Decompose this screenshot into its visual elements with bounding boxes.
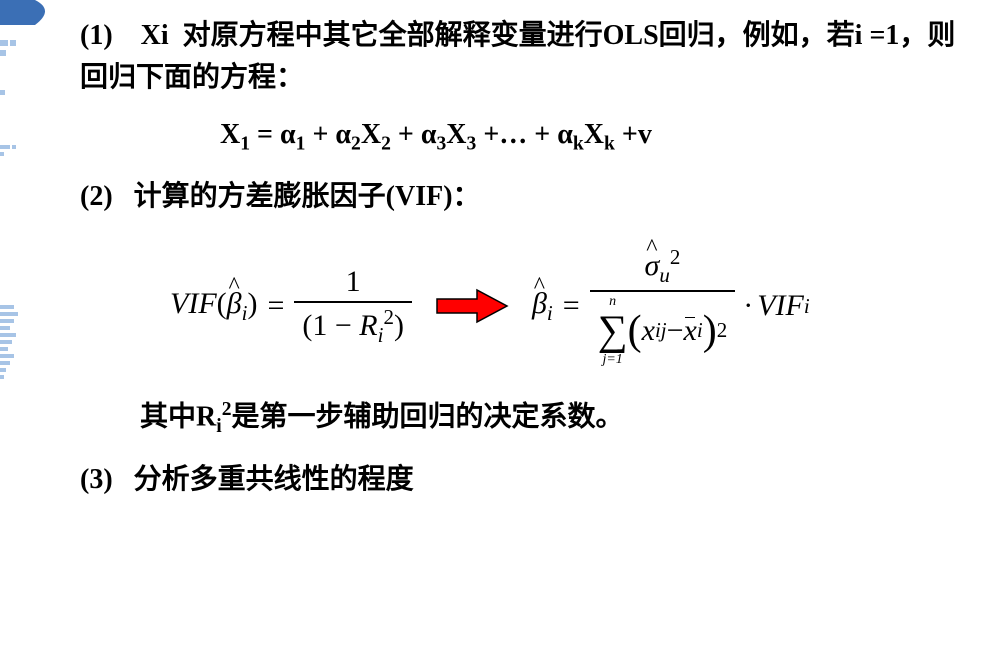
step-1-body: 对原方程中其它全部解释变量进行OLS回归，例如，若i =1，则回归下面的方程： <box>80 20 955 93</box>
slide-content: (1) Xi 对原方程中其它全部解释变量进行OLS回归，例如，若i =1，则回归… <box>80 15 980 501</box>
beta-fraction: σu2 n ∑ j=1 (xij − xi)2 <box>590 243 736 370</box>
slide-decoration <box>0 0 60 470</box>
sigma-icon: n ∑ j=1 <box>598 294 628 368</box>
step-3-text: (3) 分析多重共线性的程度 <box>80 459 980 501</box>
vif-equation-block: VIF(βi) = 1 (1 − Ri2) βi = σu2 n ∑ <box>170 243 980 370</box>
regression-equation: X1 = α1 + α2X2 + α3X3 +… + αkXk +v <box>220 119 980 156</box>
step-1-text: (1) Xi 对原方程中其它全部解释变量进行OLS回归，例如，若i =1，则回归… <box>80 15 980 99</box>
vif-fraction: 1 (1 − Ri2) <box>294 263 412 350</box>
step-3-number: (3) <box>80 464 113 495</box>
step-1-xi: Xi <box>141 20 169 51</box>
step-2-number: (2) <box>80 181 113 212</box>
step-1-number: (1) <box>80 20 113 51</box>
beta-lhs: βi <box>532 287 553 326</box>
step-3-body: 分析多重共线性的程度 <box>134 464 414 495</box>
step-2-text: (2) 计算的方差膨胀因子(VIF)： <box>80 176 980 218</box>
arrow-icon <box>432 286 512 326</box>
vif-lhs: VIF(βi) <box>170 287 257 326</box>
note-text: 其中Ri2是第一步辅助回归的决定系数。 <box>140 395 980 441</box>
step-2-body: 计算的方差膨胀因子(VIF)： <box>134 181 481 212</box>
